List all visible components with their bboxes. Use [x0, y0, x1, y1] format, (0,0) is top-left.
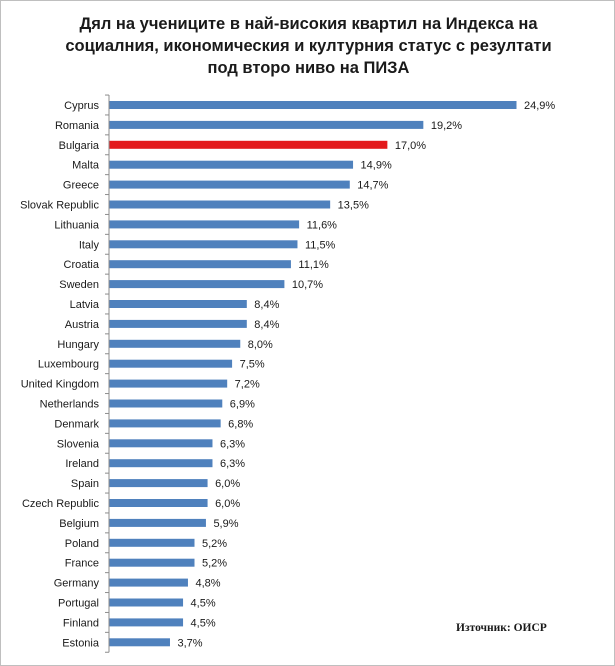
- value-label-spain: 6,0%: [215, 478, 240, 490]
- value-label-estonia: 3,7%: [177, 637, 202, 649]
- value-label-netherlands: 6,9%: [230, 399, 255, 411]
- category-label-ireland: Ireland: [65, 458, 99, 470]
- category-label-cyprus: Cyprus: [64, 100, 99, 112]
- value-label-france: 5,2%: [202, 558, 227, 570]
- category-label-belgium: Belgium: [59, 518, 99, 530]
- category-label-romania: Romania: [55, 120, 100, 132]
- bar-netherlands: [109, 399, 223, 408]
- value-label-malta: 14,9%: [361, 160, 392, 172]
- category-label-finland: Finland: [63, 617, 99, 629]
- category-label-poland: Poland: [65, 538, 99, 550]
- bar-france: [109, 558, 195, 567]
- bar-luxembourg: [109, 359, 233, 368]
- category-label-italy: Italy: [79, 239, 100, 251]
- category-label-bulgaria: Bulgaria: [59, 140, 100, 152]
- bar-sweden: [109, 280, 285, 289]
- source-note: Източник: ОИСР: [456, 622, 547, 634]
- bar-portugal: [109, 598, 184, 607]
- bar-spain: [109, 479, 208, 488]
- bar-estonia: [109, 638, 170, 647]
- category-label-portugal: Portugal: [58, 598, 99, 610]
- value-label-romania: 19,2%: [431, 120, 462, 132]
- bar-slovak-republic: [109, 200, 331, 209]
- bar-croatia: [109, 260, 291, 269]
- bar-cyprus: [109, 101, 517, 109]
- bar-finland: [109, 618, 184, 627]
- category-label-germany: Germany: [54, 578, 100, 590]
- bar-belgium: [109, 518, 206, 527]
- value-label-belgium: 5,9%: [213, 518, 238, 530]
- chart-title-line-2: социалния, икономическия и културния ста…: [65, 37, 552, 55]
- category-label-greece: Greece: [63, 180, 99, 192]
- bar-greece: [109, 180, 350, 189]
- bar-ireland: [109, 459, 213, 468]
- bar-poland: [109, 538, 195, 547]
- value-label-ireland: 6,3%: [220, 458, 245, 470]
- bar-united-kingdom: [109, 379, 228, 388]
- category-label-france: France: [65, 558, 99, 570]
- category-label-slovenia: Slovenia: [57, 438, 100, 450]
- category-label-austria: Austria: [65, 319, 100, 331]
- bar-latvia: [109, 300, 247, 308]
- value-label-portugal: 4,5%: [191, 598, 216, 610]
- bar-bulgaria: [109, 140, 388, 149]
- value-label-germany: 4,8%: [195, 578, 220, 590]
- value-label-lithuania: 11,6%: [307, 219, 338, 231]
- value-label-poland: 5,2%: [202, 538, 227, 550]
- value-label-bulgaria: 17,0%: [395, 140, 426, 152]
- bar-hungary: [109, 339, 241, 348]
- bar-lithuania: [109, 220, 300, 229]
- chart-title: Дял на учениците в най-високия квартил н…: [21, 13, 596, 79]
- value-label-luxembourg: 7,5%: [240, 359, 265, 371]
- category-label-luxembourg: Luxembourg: [38, 359, 99, 371]
- bar-romania: [109, 120, 424, 129]
- category-label-latvia: Latvia: [70, 299, 100, 311]
- category-label-estonia: Estonia: [62, 637, 100, 649]
- value-label-czech-republic: 6,0%: [215, 498, 240, 510]
- category-label-lithuania: Lithuania: [54, 219, 100, 231]
- value-label-latvia: 8,4%: [254, 299, 279, 311]
- category-label-united-kingdom: United Kingdom: [21, 379, 99, 391]
- category-label-netherlands: Netherlands: [40, 399, 100, 411]
- category-label-sweden: Sweden: [59, 279, 99, 291]
- bar-austria: [109, 319, 247, 328]
- value-label-slovenia: 6,3%: [220, 438, 245, 450]
- category-label-croatia: Croatia: [64, 259, 100, 271]
- value-label-finland: 4,5%: [191, 617, 216, 629]
- bar-denmark: [109, 419, 221, 428]
- bar-malta: [109, 160, 354, 169]
- value-label-greece: 14,7%: [357, 180, 388, 192]
- category-label-czech-republic: Czech Republic: [22, 498, 100, 510]
- value-label-united-kingdom: 7,2%: [235, 379, 260, 391]
- category-label-spain: Spain: [71, 478, 99, 490]
- value-label-croatia: 11,1%: [298, 259, 329, 271]
- bar-slovenia: [109, 439, 213, 448]
- value-label-austria: 8,4%: [254, 319, 279, 331]
- chart-title-line-1: Дял на учениците в най-високия квартил н…: [79, 15, 538, 33]
- category-label-denmark: Denmark: [54, 418, 99, 430]
- value-label-denmark: 6,8%: [228, 418, 253, 430]
- value-label-cyprus: 24,9%: [524, 100, 555, 112]
- bar-italy: [109, 240, 298, 249]
- value-label-hungary: 8,0%: [248, 339, 273, 351]
- value-label-sweden: 10,7%: [292, 279, 323, 291]
- bar-germany: [109, 578, 188, 587]
- bar-czech-republic: [109, 499, 208, 507]
- category-label-hungary: Hungary: [57, 339, 99, 351]
- category-label-malta: Malta: [72, 160, 100, 172]
- value-label-slovak-republic: 13,5%: [338, 200, 369, 212]
- category-label-slovak-republic: Slovak Republic: [20, 200, 99, 212]
- chart-title-line-3: под второ ниво на ПИЗА: [207, 59, 410, 77]
- value-label-italy: 11,5%: [305, 239, 336, 251]
